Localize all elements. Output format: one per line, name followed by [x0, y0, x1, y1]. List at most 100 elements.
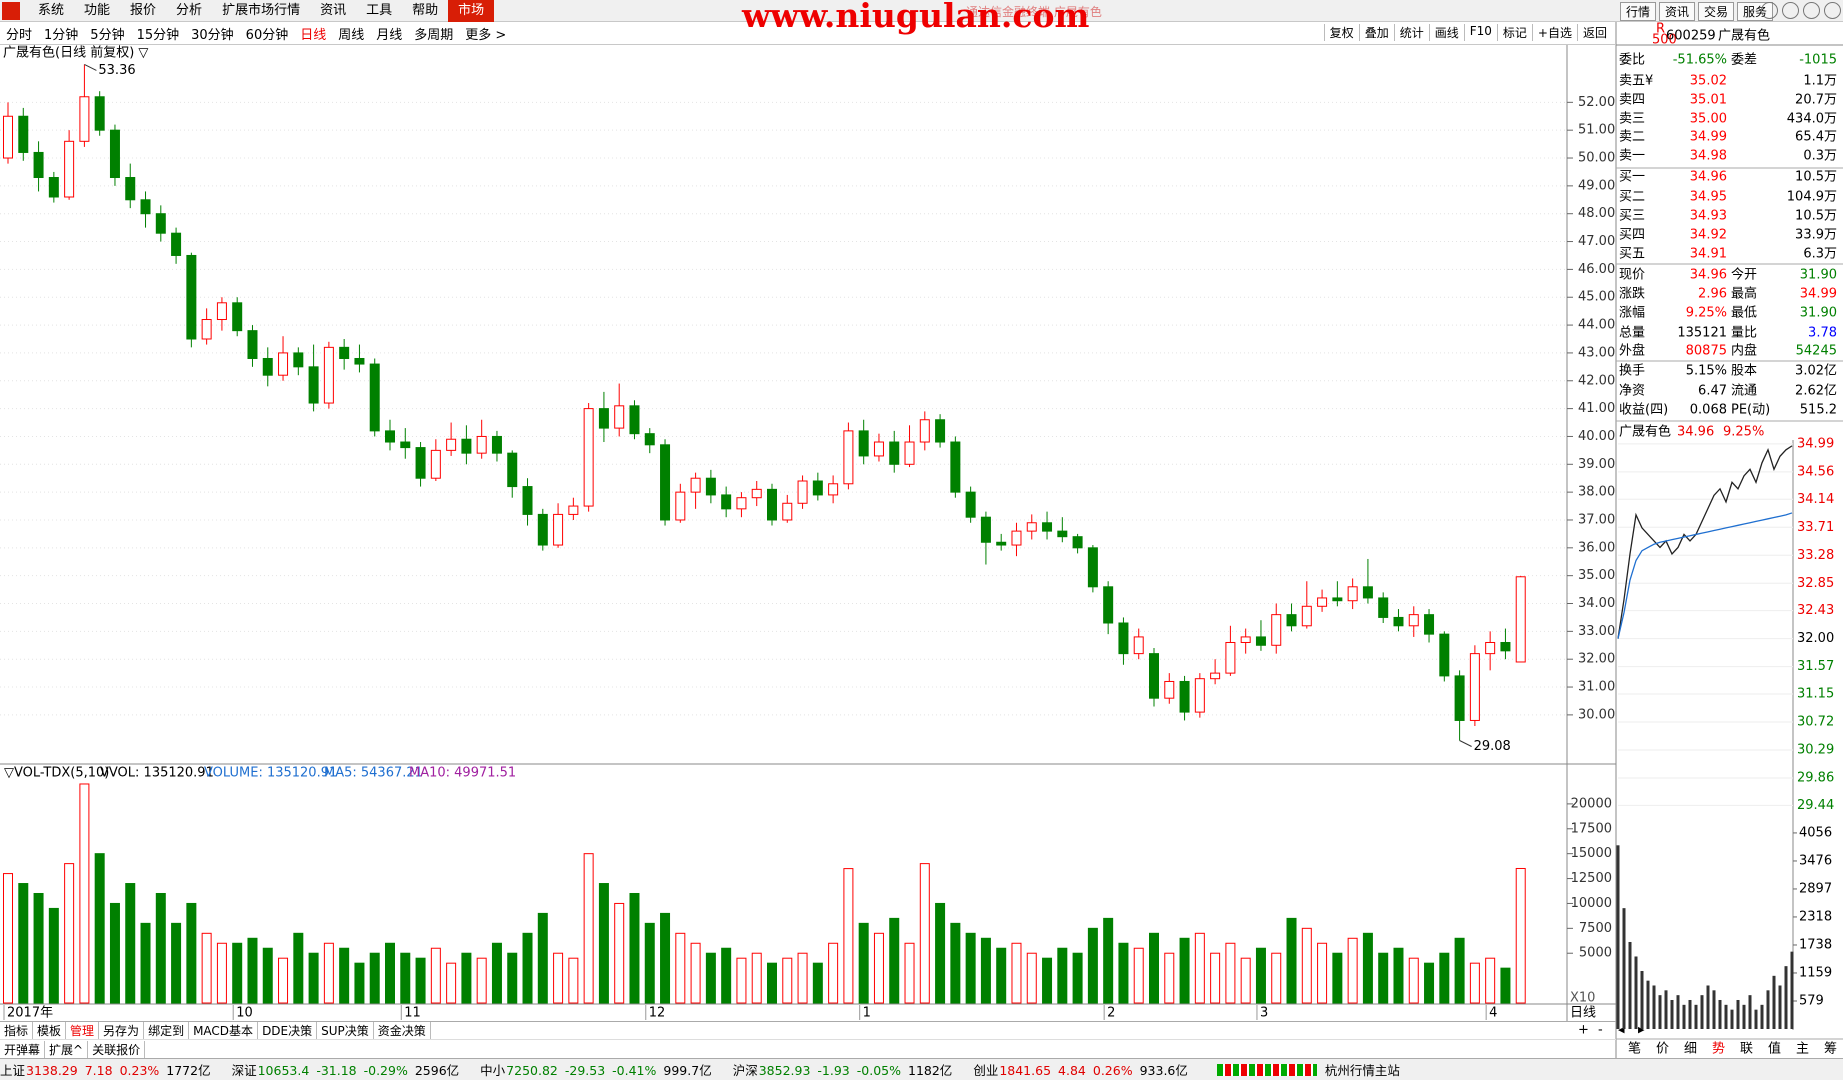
indicator-tab[interactable]: 指标: [0, 1022, 34, 1039]
intraday-volume-bar: [1778, 985, 1782, 1029]
intraday-tab[interactable]: 主: [1796, 1042, 1809, 1057]
period-button[interactable]: 5分钟: [90, 27, 125, 43]
quote-label: 今开: [1731, 267, 1757, 283]
top-menu-item[interactable]: 行情: [1619, 1, 1656, 21]
index-name: 创业: [973, 1063, 999, 1078]
indicator-tab[interactable]: MACD基本: [189, 1022, 259, 1039]
close-button[interactable]: [1824, 2, 1841, 19]
tool-button[interactable]: 复权: [1323, 24, 1359, 41]
period-button[interactable]: 1分钟: [44, 27, 79, 43]
top-menu-item[interactable]: 资讯: [1658, 1, 1695, 21]
candle-body: [782, 502, 793, 521]
book-price: 34.92: [1690, 228, 1727, 243]
indicator-tab[interactable]: 绑定到: [144, 1022, 190, 1039]
intraday-tab[interactable]: 值: [1768, 1041, 1781, 1057]
high-label: 53.36: [98, 63, 135, 78]
menu-item[interactable]: 功能: [84, 2, 111, 18]
period-button[interactable]: 月线: [376, 27, 403, 43]
maximize-button[interactable]: [1803, 2, 1820, 19]
period-button[interactable]: 更多 >: [465, 27, 507, 43]
volume-bar: [675, 932, 686, 1004]
candle-body: [369, 363, 380, 432]
minimize-button[interactable]: [1782, 2, 1799, 19]
top-menu-item[interactable]: 交易: [1697, 1, 1734, 21]
period-button[interactable]: 30分钟: [191, 27, 234, 43]
chart-title: 广晟有色(日线 前复权) ▽: [3, 45, 148, 61]
y-tick-label: 41.00: [1578, 401, 1615, 416]
quote-label: 委比: [1619, 53, 1645, 68]
zoom-button[interactable]: ◂: [1618, 1023, 1625, 1038]
intraday-tab[interactable]: 笔: [1628, 1041, 1641, 1057]
volume-bar: [1011, 942, 1022, 1004]
candle-body: [64, 140, 75, 198]
volume-bar: [1362, 932, 1373, 1004]
volume-bar: [812, 962, 823, 1004]
intraday-tab[interactable]: 联: [1740, 1042, 1753, 1057]
menu-item[interactable]: 报价: [130, 2, 157, 18]
period-button[interactable]: 多周期: [414, 27, 454, 43]
volume-bar: [1301, 927, 1312, 1004]
tool-button[interactable]: 返回: [1576, 24, 1612, 41]
index-pct: -0.41%: [612, 1063, 657, 1078]
intraday-tab[interactable]: 势: [1712, 1041, 1725, 1057]
menu-item[interactable]: 分析: [176, 2, 203, 18]
volume-bar: [33, 892, 44, 1004]
menu-item[interactable]: 市场: [448, 0, 495, 22]
y-tick-label: 49.00: [1578, 178, 1615, 193]
menu-item[interactable]: 工具: [366, 2, 393, 18]
period-button[interactable]: 日线: [300, 27, 327, 43]
index-pct: -0.29%: [363, 1063, 408, 1078]
period-button[interactable]: 周线: [338, 27, 365, 43]
indicator-tab[interactable]: 另存为: [99, 1022, 145, 1039]
menu-item[interactable]: 资讯: [320, 2, 347, 18]
tool-button[interactable]: 叠加: [1358, 24, 1394, 41]
indicator-tab[interactable]: DDE决策: [258, 1022, 318, 1039]
tool-button[interactable]: 画线: [1428, 24, 1464, 41]
tool-button[interactable]: 标记: [1496, 24, 1532, 41]
book-label: 卖五¥: [1619, 74, 1653, 89]
extra-tab[interactable]: 关联报价: [88, 1040, 146, 1058]
menu-item[interactable]: 系统: [38, 2, 65, 18]
volume-bar: [507, 952, 518, 1004]
volume-bar: [919, 863, 930, 1004]
zoom-button[interactable]: +: [1578, 1023, 1589, 1038]
volume-bar: [873, 932, 884, 1004]
volume-bar: [385, 942, 395, 1004]
candle-body: [1485, 641, 1496, 655]
candle-body: [1072, 536, 1083, 549]
candle-body: [1164, 680, 1175, 699]
period-button[interactable]: 分时: [6, 27, 33, 43]
book-price: 34.95: [1690, 190, 1727, 205]
menu-item[interactable]: 扩展市场行情: [222, 2, 301, 18]
zoom-button[interactable]: -: [1598, 1023, 1603, 1038]
intraday-volume-bar: [1736, 999, 1740, 1029]
zoom-button[interactable]: ▸: [1638, 1023, 1645, 1038]
intraday-volume-tick: 2897: [1799, 881, 1832, 896]
intraday-volume-bar: [1652, 985, 1656, 1029]
stock-name: 广晟有色: [1718, 28, 1770, 44]
extra-tab[interactable]: 扩展^: [45, 1040, 89, 1058]
candle-body: [247, 330, 258, 359]
tool-button[interactable]: +自选: [1531, 24, 1577, 41]
candle-body: [1362, 586, 1373, 599]
top-right-menu: 行情 资讯 交易 服务: [1617, 0, 1773, 22]
quote-label: 股本: [1731, 364, 1757, 379]
indicator-tab[interactable]: 模板: [33, 1022, 67, 1039]
volume-bar: [660, 912, 671, 1004]
menu-item[interactable]: 帮助: [412, 2, 439, 18]
help-button[interactable]: [1761, 2, 1778, 19]
indicator-tab[interactable]: SUP决策: [317, 1022, 374, 1039]
tool-button[interactable]: F10: [1463, 24, 1497, 41]
period-button[interactable]: 15分钟: [136, 27, 180, 43]
indicator-tab[interactable]: 资金决策: [374, 1022, 431, 1039]
quote-label: 流通: [1731, 384, 1757, 399]
extra-tab[interactable]: 开弹幕: [0, 1040, 46, 1058]
y-tick-label: 40.00: [1578, 429, 1615, 444]
tool-button[interactable]: 统计: [1393, 24, 1429, 41]
period-button[interactable]: 60分钟: [245, 27, 289, 43]
intraday-tab[interactable]: 筹: [1824, 1041, 1837, 1057]
indicator-tab[interactable]: 管理: [66, 1022, 100, 1039]
intraday-tab[interactable]: 细: [1684, 1042, 1697, 1057]
volume-bar: [94, 853, 105, 1004]
intraday-tab[interactable]: 价: [1656, 1042, 1669, 1057]
